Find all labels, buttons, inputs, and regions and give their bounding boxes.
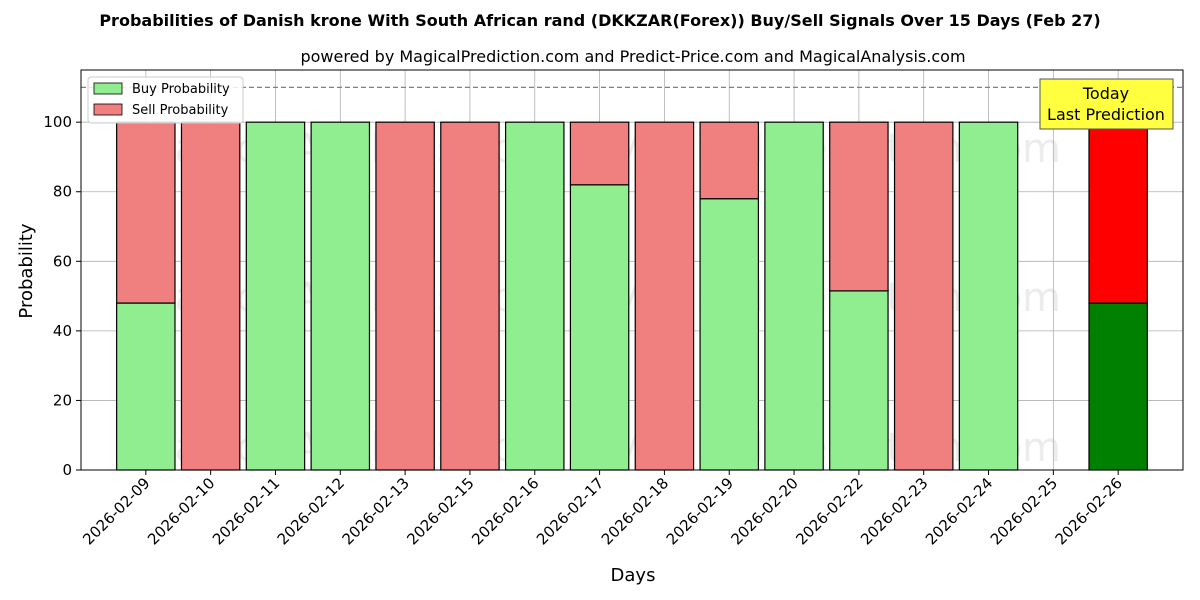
x-tick-layer: 2026-02-092026-02-102026-02-112026-02-12… [79, 470, 1126, 548]
last-prediction-label: Last Prediction [1047, 105, 1165, 124]
y-tick-label: 60 [53, 252, 72, 270]
x-tick-label: 2026-02-11 [209, 474, 283, 548]
today-label: Today [1082, 84, 1129, 103]
buy-bar [116, 302, 176, 471]
sell-bar [569, 121, 630, 186]
x-tick-label: 2026-02-23 [857, 474, 931, 548]
x-tick-label: 2026-02-10 [144, 474, 218, 548]
chart-subtitle: powered by MagicalPrediction.com and Pre… [300, 47, 965, 66]
legend-box [87, 76, 244, 124]
x-tick-label: 2026-02-22 [792, 474, 866, 548]
x-tick-label: 2026-02-09 [79, 474, 153, 548]
sell-bar [699, 121, 760, 200]
y-tick-label: 20 [53, 391, 72, 409]
x-tick-label: 2026-02-25 [987, 474, 1061, 548]
plot-frame [80, 69, 1184, 471]
buy-bar [829, 290, 889, 471]
x-tick-label: 2026-02-20 [728, 474, 802, 548]
buy-bar [1088, 302, 1148, 471]
sell-bar [180, 121, 241, 471]
x-tick-label: 2026-02-18 [598, 474, 672, 548]
y-tick-label: 40 [53, 322, 72, 340]
sell-bar [440, 121, 500, 471]
bars-layer [116, 121, 1148, 471]
y-tick-label: 100 [43, 113, 72, 131]
x-tick-label: 2026-02-12 [274, 474, 348, 548]
buy-bar [310, 121, 371, 471]
x-tick-label: 2026-02-15 [403, 474, 477, 548]
x-tick-label: 2026-02-19 [663, 474, 737, 548]
chart-title: Probabilities of Danish krone With South… [99, 11, 1100, 30]
sell-bar [893, 121, 954, 471]
y-tick-label: 80 [53, 183, 72, 201]
buy-bar [699, 198, 760, 471]
legend: Buy Probability Sell Probability [87, 76, 244, 124]
sell-bar [1088, 121, 1148, 304]
buy-bar [504, 121, 565, 471]
sell-bar [634, 121, 695, 471]
today-annotation-box [1039, 78, 1174, 130]
sell-bar [375, 121, 435, 471]
legend-sell-label: Sell Probability [132, 103, 229, 118]
legend-sell-swatch [93, 103, 123, 116]
buy-bar [764, 121, 824, 471]
x-tick-label: 2026-02-17 [533, 474, 607, 548]
x-axis-label: Days [611, 565, 656, 586]
sell-bar [116, 121, 176, 304]
buy-bar [958, 121, 1019, 471]
x-tick-label: 2026-02-26 [1052, 474, 1126, 548]
buy-bar [245, 121, 306, 471]
legend-buy-label: Buy Probability [132, 82, 230, 97]
x-tick-label: 2026-02-13 [339, 474, 413, 548]
legend-buy-swatch [93, 82, 123, 95]
buy-bar [569, 184, 630, 471]
x-tick-label: 2026-02-16 [468, 474, 542, 548]
x-tick-label: 2026-02-24 [922, 474, 996, 548]
sell-bar [829, 121, 889, 292]
y-tick-layer: 0 20 40 60 80 100 [43, 113, 81, 479]
y-tick-label: 0 [62, 461, 72, 479]
y-axis-label: Probability [16, 223, 37, 318]
today-annotation: Today Last Prediction [1039, 78, 1174, 130]
